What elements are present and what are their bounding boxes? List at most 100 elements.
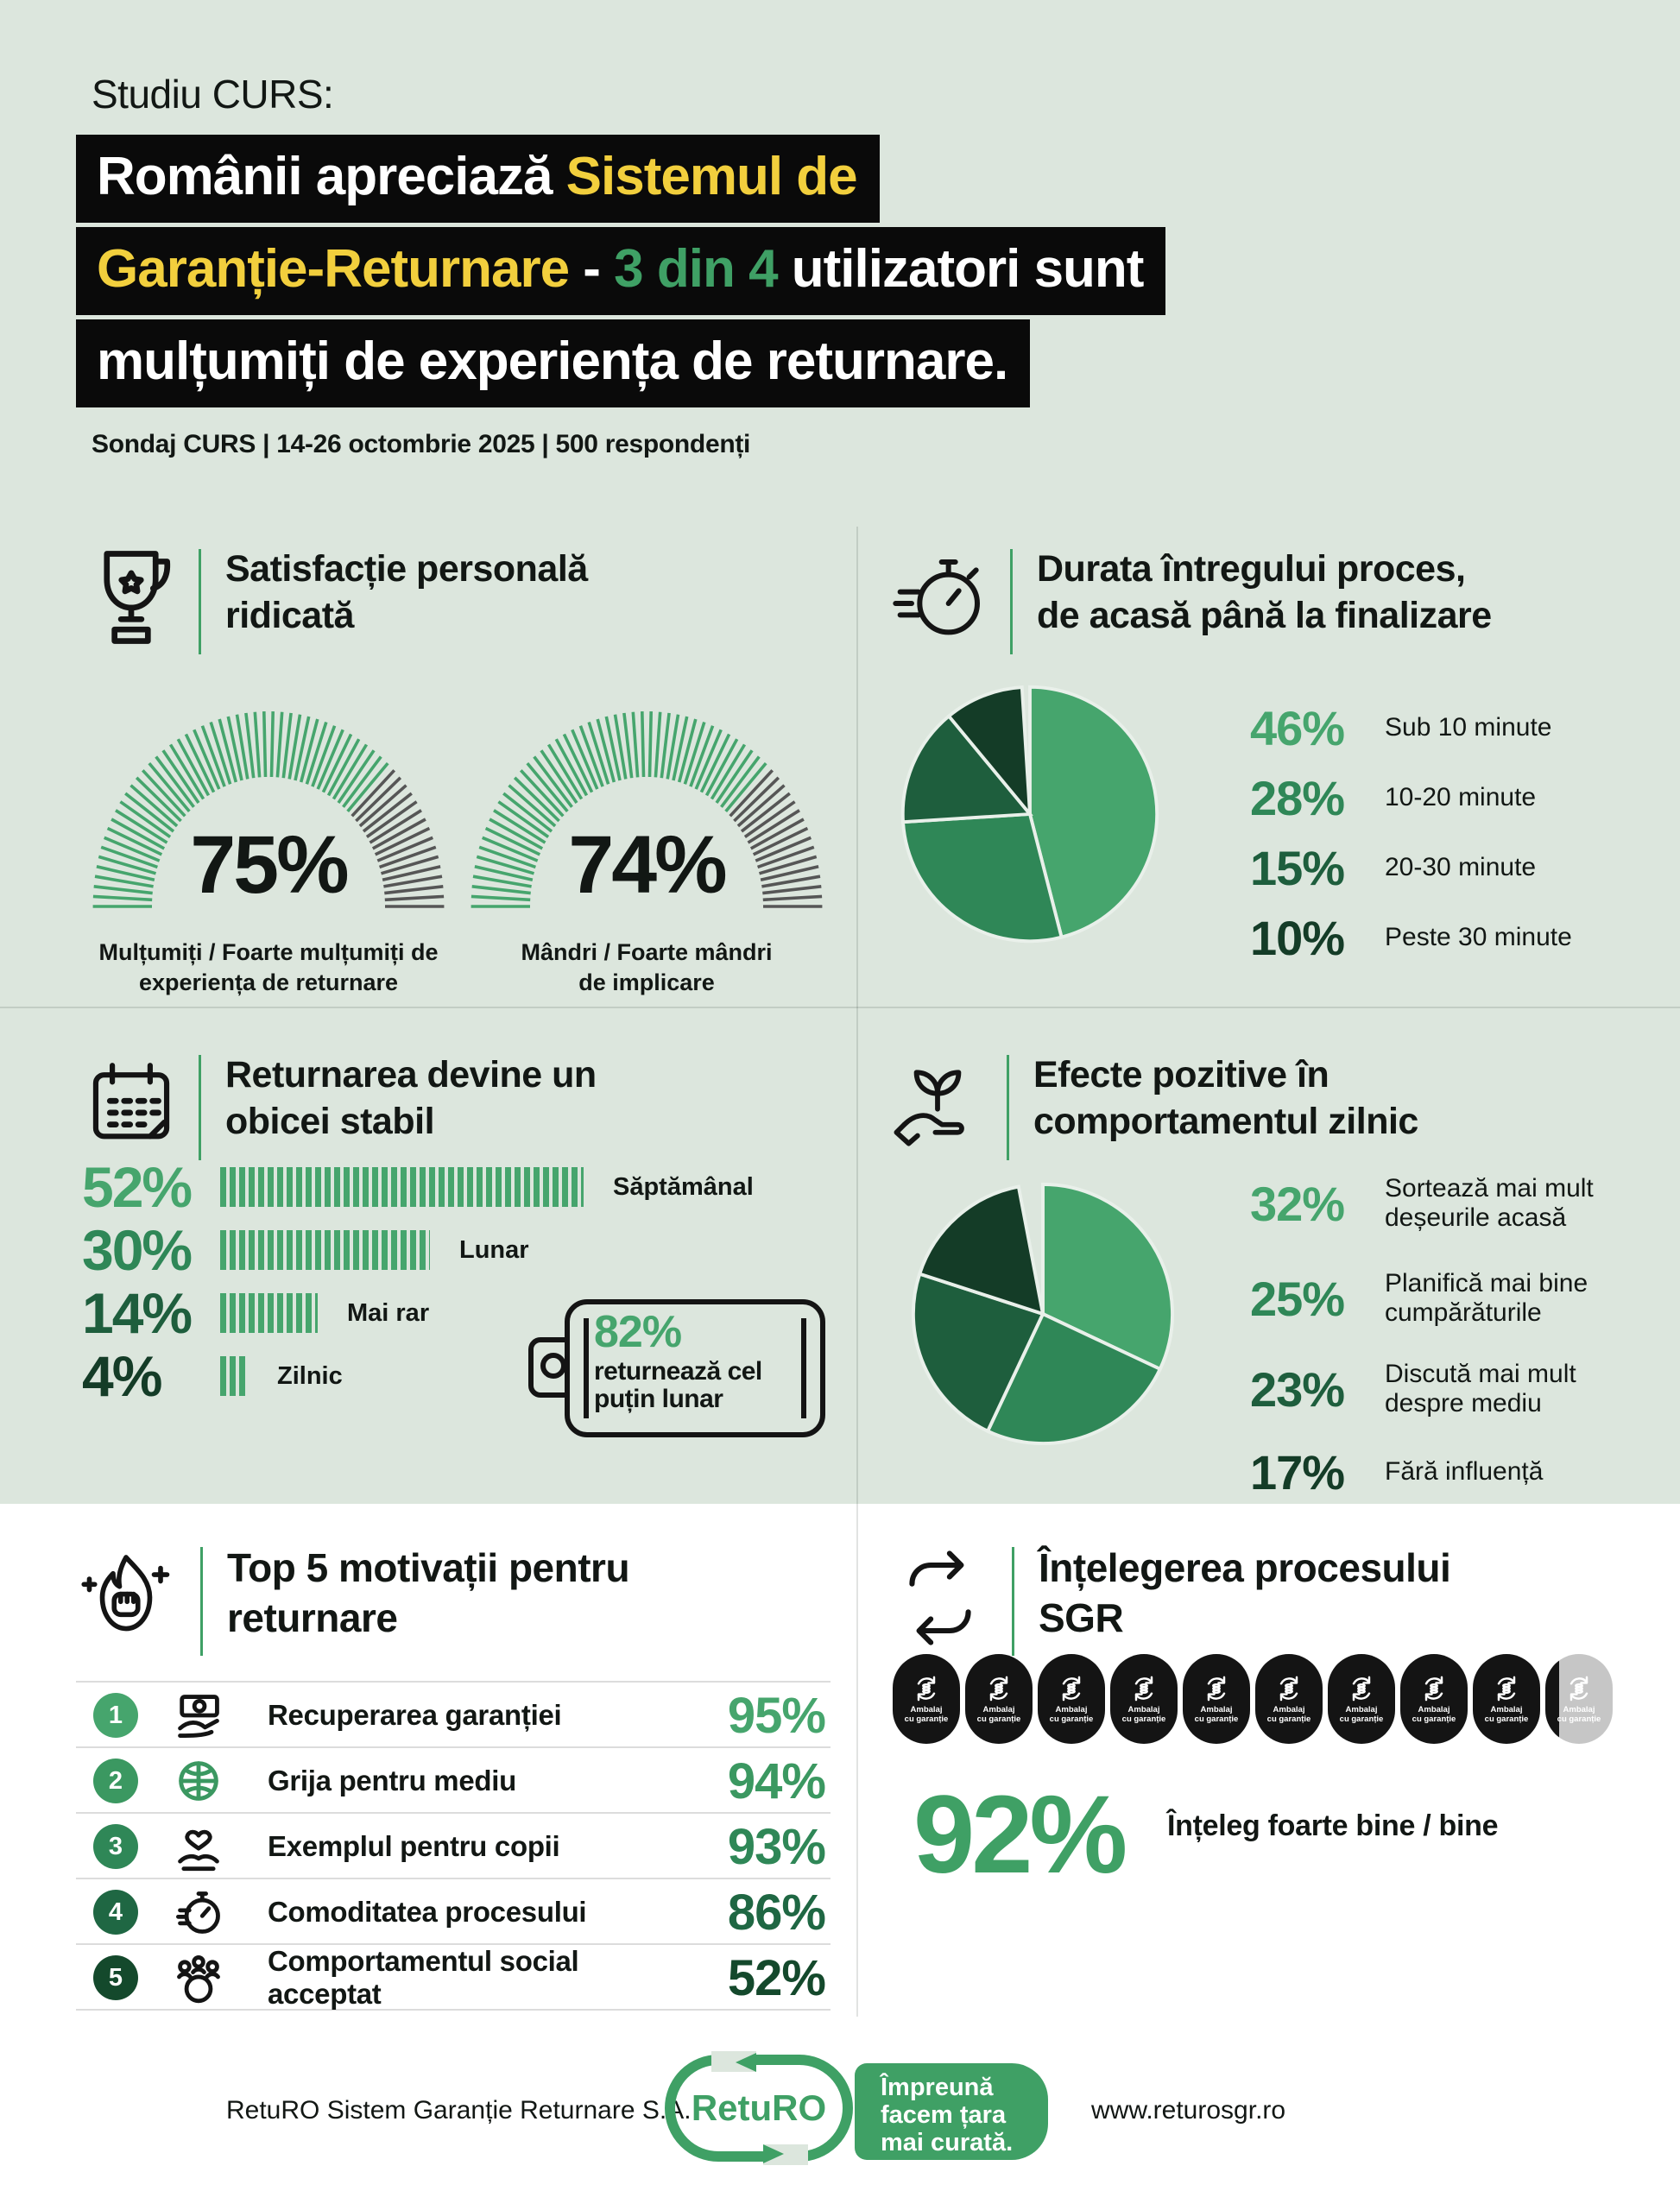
top5-percent: 93% bbox=[727, 1818, 826, 1875]
kicker: Studiu CURS: bbox=[92, 72, 334, 117]
section-title: Satisfacție personală ridicată bbox=[225, 548, 588, 637]
timer-icon bbox=[176, 1891, 220, 1934]
rank-badge: 3 bbox=[93, 1824, 138, 1869]
section-effects-header: Efecte pozitive în comportamentul zilnic bbox=[891, 1051, 1418, 1167]
recycle-coins-icon bbox=[1352, 1676, 1371, 1702]
badge-text: Ambalaj cu garanție bbox=[904, 1705, 949, 1724]
svg-text:RetuRO: RetuRO bbox=[692, 2087, 826, 2128]
bar bbox=[220, 1356, 248, 1396]
badge-text: Ambalaj cu garanție bbox=[1557, 1705, 1601, 1724]
can-body bbox=[565, 1299, 825, 1437]
bar-value: 14% bbox=[82, 1281, 193, 1345]
footer-company: RetuRO Sistem Garanție Returnare S.A. bbox=[226, 2096, 692, 2125]
bar bbox=[220, 1230, 430, 1270]
badge-text: Ambalaj cu garanție bbox=[1266, 1705, 1311, 1724]
footer-url[interactable]: www.returosgr.ro bbox=[1091, 2096, 1286, 2125]
trophy-icon bbox=[104, 551, 171, 644]
globe-icon bbox=[179, 1761, 218, 1801]
recycle-coins-icon bbox=[1424, 1676, 1443, 1702]
sgr-logo-badge: Ambalaj cu garanție bbox=[1473, 1654, 1540, 1744]
section-title: Înțelegerea procesului SGR bbox=[1039, 1545, 1451, 1640]
rank-badge: 1 bbox=[93, 1693, 138, 1738]
bar-label: Zilnic bbox=[277, 1362, 343, 1390]
section-rule bbox=[1010, 549, 1013, 654]
gauge-value: 74% bbox=[568, 819, 727, 911]
section-rule bbox=[1012, 1547, 1014, 1656]
legend-percent: 10% bbox=[1250, 910, 1345, 965]
top5-row: 3 Exemplul pentru copii 93% bbox=[76, 1814, 831, 1879]
recycle-coins-icon bbox=[1207, 1676, 1226, 1702]
legend-percent: 32% bbox=[1250, 1176, 1345, 1231]
bar bbox=[220, 1167, 584, 1207]
legend-row: 25% Planifică mai bine cumpărăturile bbox=[1250, 1266, 1664, 1330]
recycle-coins-icon bbox=[1134, 1676, 1153, 1702]
pie-chart-effects bbox=[911, 1182, 1174, 1445]
top5-row: 1 Recuperarea garanției 95% bbox=[76, 1683, 831, 1748]
legend-row: 10% Peste 30 minute bbox=[1250, 910, 1664, 965]
list-separator bbox=[76, 1746, 831, 1748]
top5-percent: 95% bbox=[727, 1687, 826, 1744]
recycle-coins-icon bbox=[989, 1676, 1008, 1702]
legend-label: Sortează mai mult deșeurile acasă bbox=[1385, 1173, 1594, 1233]
hands-hearts-icon bbox=[178, 1829, 219, 1872]
top5-percent: 86% bbox=[727, 1884, 826, 1941]
badge-text: Ambalaj cu garanție bbox=[1339, 1705, 1384, 1724]
top5-label: Exemplul pentru copii bbox=[268, 1830, 560, 1862]
top5-label: Comoditatea procesului bbox=[268, 1896, 587, 1928]
legend-label: 20-30 minute bbox=[1385, 852, 1537, 881]
returo-logo: RetuRO bbox=[665, 2051, 853, 2165]
legend-row: 28% 10-20 minute bbox=[1250, 770, 1664, 825]
bar bbox=[220, 1293, 318, 1333]
bar-label: Săptămânal bbox=[613, 1173, 754, 1201]
gauge-caption: Mulțumiți / Foarte mulțumiți de experien… bbox=[98, 939, 439, 996]
cash-hand-icon bbox=[178, 1695, 219, 1738]
loop-arrows-icon bbox=[909, 1550, 971, 1645]
gauge-chart-satisfaction bbox=[92, 711, 445, 908]
sgr-big-value: 92% bbox=[913, 1773, 1127, 1897]
legend-percent: 28% bbox=[1250, 770, 1345, 825]
legend-percent: 17% bbox=[1250, 1444, 1345, 1500]
legend-label: 10-20 minute bbox=[1385, 782, 1537, 811]
section-duration-header: Durata întregului proces, de acasă până … bbox=[891, 546, 1492, 661]
sgr-logo-badge: Ambalaj cu garanție bbox=[1255, 1654, 1323, 1744]
list-separator bbox=[76, 1812, 831, 1814]
headline-line: mulțumiți de experiența de returnare. bbox=[76, 319, 1031, 407]
pie-chart-duration bbox=[900, 685, 1159, 944]
section-rule bbox=[199, 1055, 201, 1160]
top5-list: 1 Recuperarea garanției 95% 2 Grija pentru m… bbox=[76, 1681, 831, 2012]
bar-chart-habit: 52% Săptămânal 30% Lunar 14% Mai rar 4% Zilnic bbox=[82, 1159, 850, 1426]
section-title: Returnarea devine un obicei stabil bbox=[225, 1054, 597, 1143]
people-globe-icon bbox=[177, 1955, 220, 2004]
bar-label: Mai rar bbox=[347, 1299, 430, 1327]
legend-row: 15% 20-30 minute bbox=[1250, 841, 1664, 895]
legend-label: Fără influență bbox=[1385, 1456, 1544, 1486]
list-separator bbox=[76, 1878, 831, 1879]
section-habit-header: Returnarea devine un obicei stabil bbox=[86, 1051, 597, 1167]
headline-line: Garanție-Returnare - 3 din 4 utilizatori… bbox=[76, 227, 1166, 315]
bar-value: 4% bbox=[82, 1344, 162, 1408]
legend-label: Peste 30 minute bbox=[1385, 922, 1572, 951]
section-rule bbox=[200, 1547, 203, 1656]
badge-82-can: 82% returnează cel puțin lunar bbox=[528, 1299, 825, 1437]
legend-percent: 23% bbox=[1250, 1361, 1345, 1417]
legend-percent: 46% bbox=[1250, 700, 1345, 755]
fist-flame-icon bbox=[81, 1555, 170, 1632]
legend-row: 32% Sortează mai mult deșeurile acasă bbox=[1250, 1171, 1664, 1235]
list-separator bbox=[76, 1943, 831, 1945]
badge-text: Ambalaj cu garanție bbox=[1194, 1705, 1239, 1724]
section-sgr-header: Înțelegerea procesului SGR bbox=[891, 1544, 1451, 1664]
bar-value: 52% bbox=[82, 1155, 193, 1219]
rank-badge: 4 bbox=[93, 1890, 138, 1935]
section-satisfaction-header: Satisfacție personală ridicată bbox=[86, 546, 588, 661]
recycle-coins-icon bbox=[1279, 1676, 1298, 1702]
badge-82-label: returnează cel puțin lunar bbox=[594, 1357, 762, 1414]
sgr-logo-badge: Ambalaj cu garanție bbox=[1400, 1654, 1468, 1744]
top5-label: Grija pentru mediu bbox=[268, 1765, 516, 1796]
legend-row: 23% Discută mai mult despre mediu bbox=[1250, 1357, 1664, 1421]
sgr-logo-badge: Ambalaj cu garanție bbox=[1183, 1654, 1250, 1744]
recycle-coins-icon bbox=[917, 1676, 936, 1702]
top5-percent: 52% bbox=[727, 1949, 826, 2006]
top5-row: 5 Comportamentul social acceptat 52% bbox=[76, 1945, 831, 2011]
survey-meta: Sondaj CURS | 14-26 octombrie 2025 | 500… bbox=[92, 430, 751, 458]
calendar-icon bbox=[92, 1063, 170, 1140]
